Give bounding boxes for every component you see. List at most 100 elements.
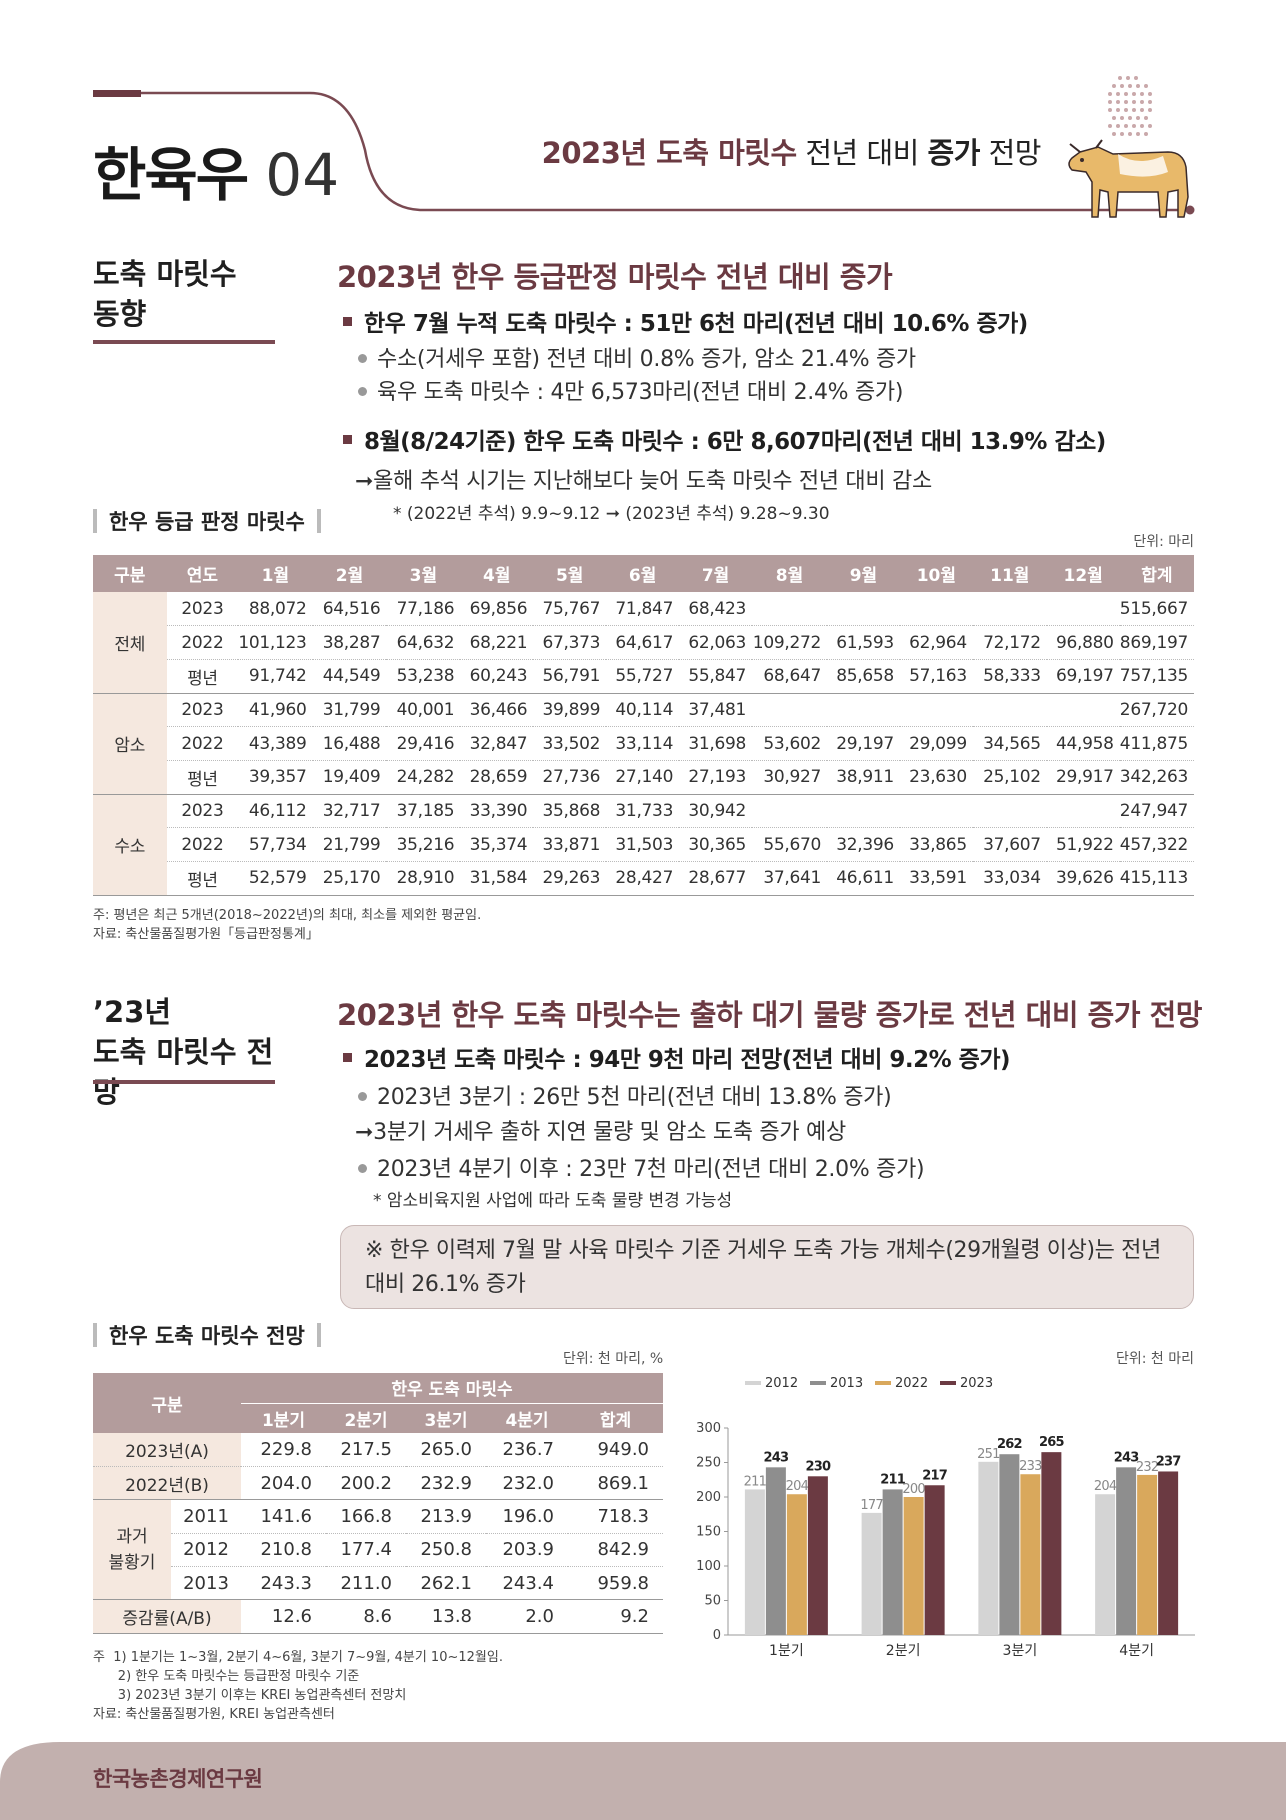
table1-value-cell: 25,102 (972, 760, 1047, 795)
bar (999, 1454, 1020, 1635)
table1-value-cell: 30,927 (752, 760, 827, 795)
table1-value-cell: 53,602 (752, 726, 827, 761)
table1-value-cell: 37,481 (679, 693, 753, 728)
table1-value-cell: 68,647 (752, 659, 827, 694)
table2-value-cell: 8.6 (326, 1599, 406, 1634)
table1-value-cell: 411,875 (1119, 726, 1194, 761)
legend-label: 2022 (895, 1376, 928, 1391)
table1-value-cell: 32,847 (460, 726, 534, 761)
table1-value-cell: 28,427 (606, 861, 680, 896)
table1-col-header: 10월 (899, 555, 973, 592)
table1-col-header: 합계 (1119, 555, 1194, 592)
table2-note-line: 3) 2023년 3분기 이후는 KREI 농업관측센터 전망치 (93, 1688, 407, 1703)
table1-value-cell: 71,847 (606, 592, 680, 627)
section2-heading: 2023년 한우 도축 마릿수는 출하 대기 물량 증가로 전년 대비 증가 전… (337, 998, 1202, 1032)
header-accent-bar (93, 90, 141, 97)
table1-value-cell: 31,698 (679, 726, 753, 761)
table1-value-cell: 35,374 (460, 827, 534, 862)
table1-value-cell: 61,593 (827, 625, 900, 660)
section2-sub-bullet-1: 2023년 3분기 : 26만 5천 마리(전년 대비 13.8% 증가) (358, 1079, 892, 1111)
header-curve-line (141, 91, 1195, 215)
table1-value-cell: 58,333 (972, 659, 1047, 694)
table1-value-cell: 29,197 (827, 726, 900, 761)
table1-value-cell: 38,911 (827, 760, 900, 795)
table1-value-cell (752, 794, 827, 829)
table2-value-cell: 262.1 (406, 1566, 486, 1601)
table1-value-cell: 64,516 (312, 592, 387, 627)
y-tick-label: 150 (696, 1525, 721, 1540)
footer-band (0, 1742, 1286, 1820)
section2-sub-bullet-2: 2023년 4분기 이후 : 23만 7천 마리(전년 대비 2.0% 증가) (358, 1151, 925, 1183)
section2-bullet-1: 2023년 도축 마릿수 : 94만 9천 마리 전망(전년 대비 9.2% 증… (343, 1040, 1011, 1074)
table1-col-header: 5월 (533, 555, 607, 592)
table1-value-cell: 52,579 (238, 861, 313, 896)
table1-value-cell: 27,736 (533, 760, 607, 795)
bar (924, 1485, 945, 1635)
table2-value-cell: 13.8 (406, 1599, 486, 1634)
table1-year-cell: 2023 (166, 794, 239, 829)
table1-value-cell (972, 794, 1047, 829)
table1-value-cell: 30,365 (679, 827, 753, 862)
table1-value-cell: 29,416 (386, 726, 461, 761)
table1-value-cell: 32,396 (827, 827, 900, 862)
data-label: 251 (977, 1447, 1000, 1462)
data-label: 243 (764, 1450, 789, 1465)
data-label: 237 (1156, 1454, 1181, 1469)
section1-side-title: 도축 마릿수 동향 (93, 257, 237, 331)
footer-organization: 한국농촌경제연구원 (93, 1767, 263, 1791)
data-label: 243 (1114, 1450, 1139, 1465)
bar (882, 1489, 903, 1635)
bar (1158, 1471, 1179, 1635)
table1-value-cell: 46,112 (238, 794, 313, 829)
table2-note-line: 자료: 축산물품질평가원, KREI 농업관측센터 (93, 1707, 335, 1722)
table1-value-cell: 38,287 (312, 625, 387, 660)
x-tick-label: 1분기 (769, 1643, 804, 1659)
table2-value-cell: 204.0 (241, 1466, 326, 1501)
table1-year-cell: 2022 (166, 625, 239, 660)
table-row: 2023년(A) 229.8 217.5 265.0 236.7 949.0 (93, 1433, 663, 1467)
table1-year-cell: 2023 (166, 592, 239, 627)
table1-value-cell: 31,733 (606, 794, 680, 829)
cow-illustration-icon (1068, 76, 1189, 218)
table1-value-cell: 33,591 (899, 861, 973, 896)
table1-value-cell: 77,186 (386, 592, 461, 627)
page-section-title: 한육우 04 (93, 141, 340, 209)
section1-sub-bullet-1: 수소(거세우 포함) 전년 대비 0.8% 증가, 암소 21.4% 증가 (358, 341, 916, 373)
table1-year-cell: 평년 (166, 760, 239, 795)
table1-value-cell: 29,263 (533, 861, 607, 896)
table2-row-label: 2022년(B) (93, 1466, 241, 1501)
table2-value-cell: 200.2 (326, 1466, 406, 1501)
table1-value-cell (972, 693, 1047, 728)
table1-value-cell: 457,322 (1119, 827, 1194, 862)
table2-col-header: 4분기 (486, 1403, 568, 1433)
table2-value-cell: 141.6 (241, 1499, 326, 1534)
y-tick-label: 0 (713, 1628, 721, 1643)
table2-value-cell: 236.7 (486, 1433, 568, 1467)
table-row: 2022 101,123 38,287 64,632 68,221 67,373 64,61… (93, 625, 1194, 660)
table2-col-header: 합계 (568, 1403, 663, 1433)
bar (1020, 1474, 1041, 1635)
bar (807, 1476, 828, 1635)
section1-bullet-2: 8월(8/24기준) 한우 도축 마릿수 : 6만 8,607마리(전년 대비 … (343, 422, 1106, 456)
table1-value-cell: 29,917 (1046, 760, 1120, 795)
table1-value-cell: 62,964 (899, 625, 973, 660)
table1-value-cell: 53,238 (386, 659, 461, 694)
table-row: 2022 43,389 16,488 29,416 32,847 33,502 33,114… (93, 726, 1194, 761)
table1-value-cell: 64,617 (606, 625, 680, 660)
section1-heading: 2023년 한우 등급판정 마릿수 전년 대비 증가 (337, 260, 893, 294)
data-label: 230 (806, 1459, 831, 1474)
table1-col-header: 4월 (460, 555, 534, 592)
table2-note-line: 주 1) 1분기는 1~3월, 2분기 4~6월, 3분기 7~9월, 4분기 … (93, 1650, 503, 1665)
x-tick-label: 4분기 (1119, 1643, 1154, 1659)
table1-value-cell: 515,667 (1119, 592, 1194, 627)
table1-value-cell: 757,135 (1119, 659, 1194, 694)
table2-value-cell: 232.9 (406, 1466, 486, 1501)
table1-unit: 단위: 마리 (1133, 534, 1194, 550)
chart-unit: 단위: 천 마리 (1115, 1351, 1194, 1367)
table1-value-cell: 75,767 (533, 592, 607, 627)
data-label: 232 (1136, 1460, 1158, 1475)
table1-col-header: 8월 (752, 555, 827, 592)
table1-value-cell: 19,409 (312, 760, 387, 795)
table2-value-cell: 842.9 (568, 1533, 663, 1568)
table1-value-cell (1046, 693, 1120, 728)
